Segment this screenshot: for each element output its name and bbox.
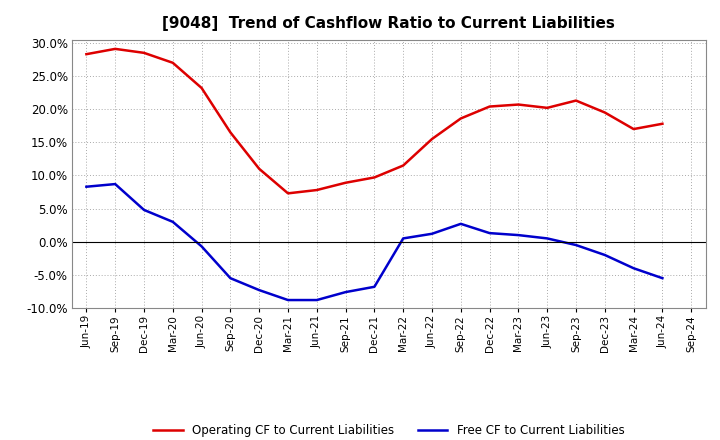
- Free CF to Current Liabilities: [111, 181, 120, 187]
- Operating CF to Current Liabilities: [226, 130, 235, 135]
- Free CF to Current Liabilities: [197, 244, 206, 249]
- Operating CF to Current Liabilities: [399, 163, 408, 168]
- Legend: Operating CF to Current Liabilities, Free CF to Current Liabilities: Operating CF to Current Liabilities, Fre…: [148, 419, 629, 440]
- Free CF to Current Liabilities: [284, 297, 292, 303]
- Free CF to Current Liabilities: [82, 184, 91, 189]
- Operating CF to Current Liabilities: [572, 98, 580, 103]
- Free CF to Current Liabilities: [629, 266, 638, 271]
- Free CF to Current Liabilities: [255, 287, 264, 293]
- Operating CF to Current Liabilities: [428, 136, 436, 142]
- Free CF to Current Liabilities: [370, 284, 379, 290]
- Operating CF to Current Liabilities: [629, 126, 638, 132]
- Free CF to Current Liabilities: [543, 236, 552, 241]
- Free CF to Current Liabilities: [428, 231, 436, 236]
- Operating CF to Current Liabilities: [600, 110, 609, 115]
- Operating CF to Current Liabilities: [168, 60, 177, 66]
- Operating CF to Current Liabilities: [197, 85, 206, 91]
- Free CF to Current Liabilities: [600, 253, 609, 258]
- Operating CF to Current Liabilities: [514, 102, 523, 107]
- Free CF to Current Liabilities: [140, 207, 148, 213]
- Operating CF to Current Liabilities: [255, 166, 264, 172]
- Free CF to Current Liabilities: [658, 275, 667, 281]
- Operating CF to Current Liabilities: [312, 187, 321, 193]
- Operating CF to Current Liabilities: [82, 51, 91, 57]
- Free CF to Current Liabilities: [399, 236, 408, 241]
- Free CF to Current Liabilities: [226, 275, 235, 281]
- Free CF to Current Liabilities: [168, 219, 177, 224]
- Operating CF to Current Liabilities: [341, 180, 350, 185]
- Free CF to Current Liabilities: [341, 290, 350, 295]
- Free CF to Current Liabilities: [514, 232, 523, 238]
- Free CF to Current Liabilities: [572, 242, 580, 248]
- Operating CF to Current Liabilities: [284, 191, 292, 196]
- Operating CF to Current Liabilities: [456, 116, 465, 121]
- Operating CF to Current Liabilities: [111, 46, 120, 51]
- Title: [9048]  Trend of Cashflow Ratio to Current Liabilities: [9048] Trend of Cashflow Ratio to Curren…: [163, 16, 615, 32]
- Operating CF to Current Liabilities: [140, 50, 148, 55]
- Operating CF to Current Liabilities: [370, 175, 379, 180]
- Line: Free CF to Current Liabilities: Free CF to Current Liabilities: [86, 184, 662, 300]
- Free CF to Current Liabilities: [485, 231, 494, 236]
- Line: Operating CF to Current Liabilities: Operating CF to Current Liabilities: [86, 49, 662, 193]
- Free CF to Current Liabilities: [312, 297, 321, 303]
- Operating CF to Current Liabilities: [543, 105, 552, 110]
- Operating CF to Current Liabilities: [485, 104, 494, 109]
- Operating CF to Current Liabilities: [658, 121, 667, 126]
- Free CF to Current Liabilities: [456, 221, 465, 227]
